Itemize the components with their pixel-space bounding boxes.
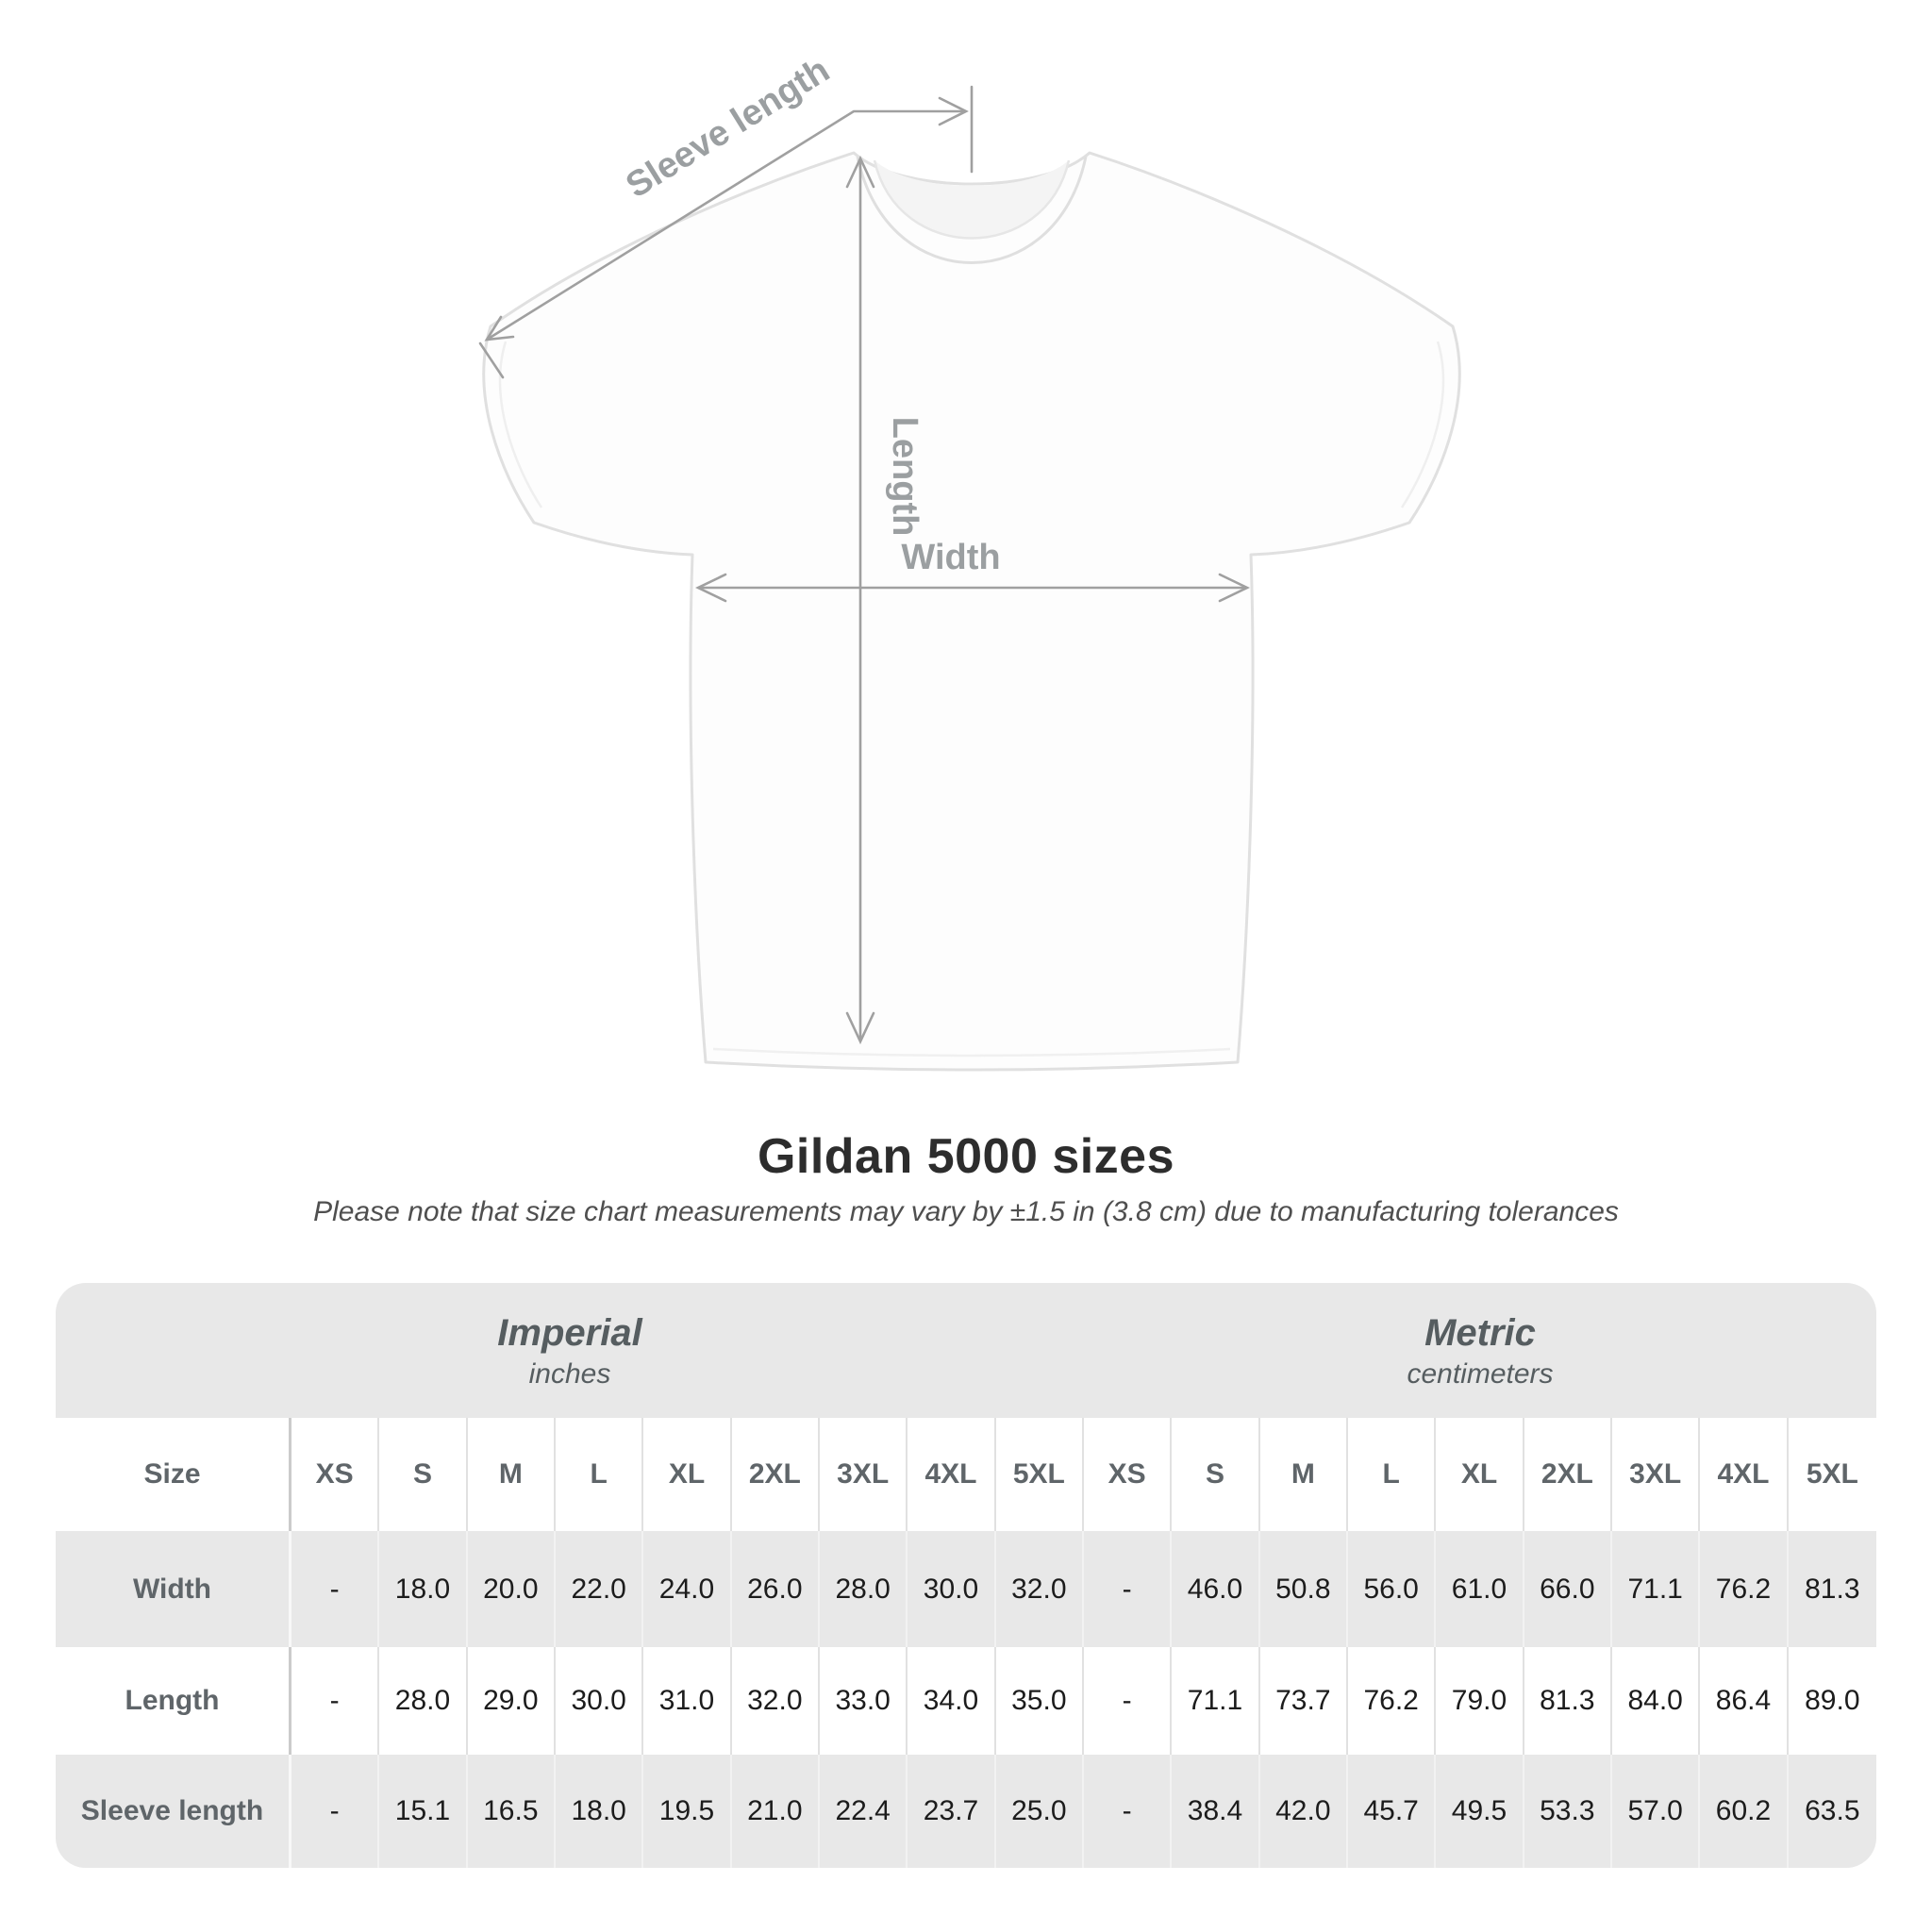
table-cell: 53.3 — [1524, 1755, 1612, 1868]
sleeve-row-label: Sleeve length — [56, 1755, 291, 1868]
length-label: Length — [885, 417, 924, 537]
table-cell: 30.0 — [556, 1647, 644, 1755]
unit-header-row: Imperial inches Metric centimeters — [56, 1283, 1876, 1418]
table-cell: 84.0 — [1612, 1647, 1701, 1755]
table-cell: 46.0 — [1172, 1531, 1260, 1647]
table-cell: 86.4 — [1700, 1647, 1789, 1755]
imperial-size-m: M — [468, 1418, 556, 1531]
table-cell: 28.0 — [820, 1531, 908, 1647]
imperial-size-xs: XS — [291, 1418, 380, 1531]
table-cell: 57.0 — [1612, 1755, 1701, 1868]
table-cell: 76.2 — [1700, 1531, 1789, 1647]
metric-group-header: Metric centimeters — [1084, 1283, 1876, 1418]
table-cell: 49.5 — [1436, 1755, 1524, 1868]
table-cell: 16.5 — [468, 1755, 556, 1868]
table-row-sleeve-length: Sleeve length - 15.1 16.5 18.0 19.5 21.0… — [56, 1755, 1876, 1868]
table-cell: - — [1084, 1531, 1173, 1647]
collar-opening — [874, 160, 1069, 239]
metric-size-l: L — [1348, 1418, 1437, 1531]
width-label: Width — [901, 538, 1000, 577]
table-cell: 73.7 — [1260, 1647, 1348, 1755]
page-title: Gildan 5000 sizes — [757, 1129, 1175, 1184]
table-cell: 81.3 — [1524, 1647, 1612, 1755]
table-cell: 71.1 — [1612, 1531, 1701, 1647]
imperial-size-xl: XL — [643, 1418, 732, 1531]
table-cell: - — [1084, 1755, 1173, 1868]
metric-size-s: S — [1172, 1418, 1260, 1531]
table-cell: 35.0 — [996, 1647, 1084, 1755]
table-cell: 71.1 — [1172, 1647, 1260, 1755]
table-row-width: Width - 18.0 20.0 22.0 24.0 26.0 28.0 30… — [56, 1531, 1876, 1647]
metric-label: Metric — [1424, 1311, 1536, 1354]
table-cell: - — [291, 1647, 380, 1755]
length-row-label: Length — [56, 1647, 291, 1755]
table-cell: 31.0 — [643, 1647, 732, 1755]
metric-size-xs: XS — [1084, 1418, 1173, 1531]
table-cell: - — [1084, 1647, 1173, 1755]
size-chart-table: Imperial inches Metric centimeters Size … — [56, 1283, 1876, 1868]
length-measure-line — [845, 155, 875, 1045]
table-cell: 38.4 — [1172, 1755, 1260, 1868]
table-cell: 61.0 — [1436, 1531, 1524, 1647]
table-cell: 22.4 — [820, 1755, 908, 1868]
metric-size-m: M — [1260, 1418, 1348, 1531]
table-cell: 33.0 — [820, 1647, 908, 1755]
tshirt-measurement-figure: Sleeve length Length Width — [478, 50, 1461, 1072]
imperial-size-2xl: 2XL — [732, 1418, 820, 1531]
table-cell: 22.0 — [556, 1531, 644, 1647]
table-cell: 50.8 — [1260, 1531, 1348, 1647]
table-cell: 45.7 — [1348, 1755, 1437, 1868]
imperial-size-3xl: 3XL — [820, 1418, 908, 1531]
tshirt-drawing — [482, 151, 1461, 1072]
table-cell: 32.0 — [732, 1647, 820, 1755]
table-cell: 28.0 — [379, 1647, 468, 1755]
imperial-size-4xl: 4XL — [908, 1418, 996, 1531]
metric-size-5xl: 5XL — [1806, 1458, 1858, 1490]
table-cell: 63.5 — [1805, 1795, 1860, 1826]
table-cell: 56.0 — [1348, 1531, 1437, 1647]
table-cell: 21.0 — [732, 1755, 820, 1868]
table-cell: 26.0 — [732, 1531, 820, 1647]
metric-size-4xl: 4XL — [1700, 1418, 1789, 1531]
table-cell: 20.0 — [468, 1531, 556, 1647]
imperial-size-l: L — [556, 1418, 644, 1531]
table-cell: 79.0 — [1436, 1647, 1524, 1755]
imperial-size-s: S — [379, 1418, 468, 1531]
table-cell: 18.0 — [556, 1755, 644, 1868]
table-row-length: Length - 28.0 29.0 30.0 31.0 32.0 33.0 3… — [56, 1647, 1876, 1755]
table-cell: - — [291, 1755, 380, 1868]
size-col-header: Size — [56, 1418, 291, 1531]
table-cell: 23.7 — [908, 1755, 996, 1868]
tolerance-note: Please note that size chart measurements… — [313, 1196, 1619, 1227]
table-cell: 29.0 — [468, 1647, 556, 1755]
metric-unit: centimeters — [1407, 1357, 1554, 1390]
table-cell: 34.0 — [908, 1647, 996, 1755]
table-cell: 15.1 — [379, 1755, 468, 1868]
table-cell: 42.0 — [1260, 1755, 1348, 1868]
table-cell: 24.0 — [643, 1531, 732, 1647]
table-cell: - — [291, 1531, 380, 1647]
table-cell: 66.0 — [1524, 1531, 1612, 1647]
metric-size-3xl: 3XL — [1612, 1418, 1701, 1531]
size-header-row: Size XS S M L XL 2XL 3XL 4XL 5XL XS S M … — [56, 1418, 1876, 1531]
width-row-label: Width — [56, 1531, 291, 1647]
metric-size-2xl: 2XL — [1524, 1418, 1612, 1531]
table-cell: 19.5 — [643, 1755, 732, 1868]
sleeve-measure-line — [478, 85, 974, 379]
metric-size-xl: XL — [1436, 1418, 1524, 1531]
imperial-size-5xl: 5XL — [996, 1418, 1084, 1531]
table-cell: 76.2 — [1348, 1647, 1437, 1755]
table-cell: 18.0 — [379, 1531, 468, 1647]
imperial-unit: inches — [528, 1357, 611, 1390]
table-cell: 30.0 — [908, 1531, 996, 1647]
width-measure-line — [695, 573, 1250, 603]
table-cell: 89.0 — [1805, 1685, 1860, 1716]
table-cell: 25.0 — [996, 1755, 1084, 1868]
table-cell: 32.0 — [996, 1531, 1084, 1647]
imperial-group-header: Imperial inches — [56, 1283, 1084, 1418]
table-cell: 81.3 — [1805, 1573, 1860, 1605]
table-cell: 60.2 — [1700, 1755, 1789, 1868]
imperial-label: Imperial — [497, 1311, 642, 1354]
